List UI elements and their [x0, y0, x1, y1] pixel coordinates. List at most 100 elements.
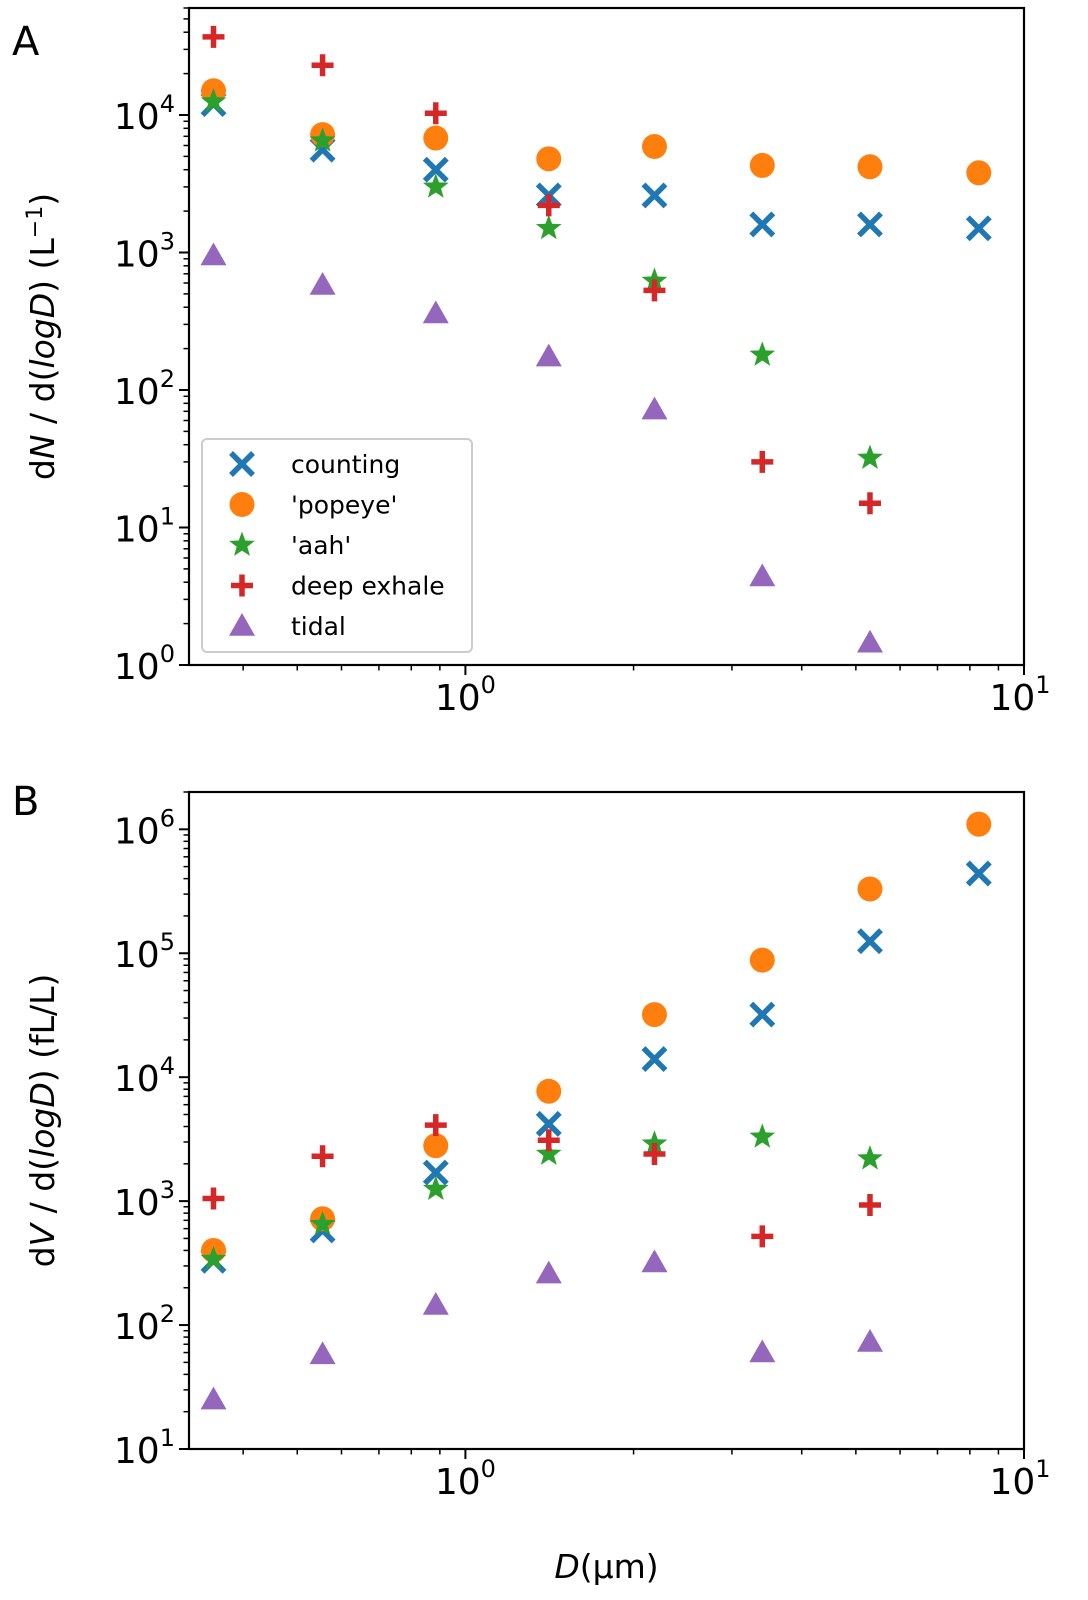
series-tidal — [200, 242, 883, 653]
data-point — [857, 211, 883, 238]
data-point — [424, 102, 447, 125]
data-point — [641, 396, 668, 420]
y-axis-label: dN / d(logD) (L−1) — [23, 193, 62, 480]
data-point — [749, 947, 775, 973]
legend-label: tidal — [291, 612, 346, 641]
panel-label: A — [12, 19, 40, 65]
series-popeye — [200, 811, 992, 1263]
data-point — [966, 160, 992, 186]
data-point — [537, 194, 560, 217]
y-tick-label: 103 — [114, 1176, 175, 1224]
data-point — [202, 25, 225, 48]
x-ticks — [242, 665, 1025, 675]
data-point — [535, 214, 562, 240]
legend-marker — [229, 531, 255, 556]
data-point — [535, 1260, 562, 1284]
data-point — [200, 242, 227, 266]
data-point — [856, 629, 883, 653]
legend-label: counting — [291, 450, 400, 479]
data-point — [535, 343, 562, 367]
series-aah — [200, 88, 883, 469]
y-tick-label: 103 — [114, 227, 175, 275]
data-point — [424, 1114, 447, 1137]
series-tidal — [200, 1249, 883, 1410]
data-point — [423, 125, 449, 151]
y-tick-label: 100 — [114, 640, 175, 688]
data-point — [858, 1194, 881, 1217]
y-tick-label: 102 — [114, 1300, 175, 1348]
data-point — [535, 1140, 562, 1165]
data-point — [422, 156, 449, 183]
data-point — [200, 1245, 227, 1271]
y-tick-label: 104 — [114, 90, 175, 138]
plot-frame — [187, 6, 1026, 667]
data-point — [311, 1145, 334, 1168]
legend-frame — [201, 438, 473, 653]
y-ticks — [179, 791, 189, 1450]
data-point — [749, 341, 776, 366]
x-axis-label: D(μm) — [554, 1547, 658, 1586]
data-point — [749, 211, 776, 238]
y-tick-label: 105 — [114, 928, 175, 976]
x-tick-label: 100 — [435, 1455, 496, 1503]
data-point — [857, 1145, 883, 1170]
panel-a: 100 101 102 103 104 100 101 AdN / d(logD) (L−1)… — [12, 6, 1051, 719]
data-point — [965, 860, 992, 887]
series-popeye — [200, 78, 992, 186]
data-point — [749, 152, 775, 178]
data-point — [422, 173, 449, 198]
data-point — [857, 154, 883, 180]
legend-label: deep exhale — [291, 572, 445, 601]
data-point — [309, 272, 336, 295]
legend-marker — [229, 451, 255, 477]
data-point — [856, 1329, 883, 1352]
data-point — [965, 215, 992, 242]
data-point — [641, 1130, 668, 1155]
data-point — [422, 1292, 449, 1315]
series-deep-exhale — [202, 25, 881, 515]
data-point — [966, 811, 992, 837]
data-point — [643, 279, 666, 302]
data-point — [422, 1159, 449, 1186]
legend-marker — [229, 492, 255, 517]
data-point — [641, 134, 667, 160]
y-ticks — [179, 7, 189, 666]
x-tick-label: 100 — [435, 671, 496, 719]
data-point — [749, 563, 776, 587]
data-point — [641, 1002, 667, 1028]
plot-frame — [187, 790, 1026, 1451]
data-point — [641, 1249, 668, 1273]
legend: counting 'popeye' 'aah' deep exhale tidal — [201, 438, 473, 653]
data-point — [309, 127, 336, 152]
panel-b: 101 102 103 104 105 106 100 101 BdV / d(logD) (f… — [12, 779, 1051, 1586]
data-point — [423, 1133, 449, 1159]
data-point — [311, 54, 334, 77]
data-point — [200, 1386, 227, 1410]
data-point — [858, 492, 881, 515]
data-point — [202, 1187, 225, 1210]
y-tick-label: 101 — [114, 502, 175, 550]
data-point — [751, 450, 774, 473]
data-point — [751, 1225, 774, 1248]
series-deep-exhale — [202, 1114, 881, 1248]
data-point — [422, 1175, 449, 1201]
legend-marker — [229, 613, 255, 636]
data-point — [200, 88, 227, 113]
legend-label: 'aah' — [291, 531, 351, 560]
series-aah — [200, 1123, 883, 1271]
data-point — [536, 146, 562, 172]
y-tick-label: 104 — [114, 1052, 175, 1100]
data-point — [857, 928, 883, 955]
legend-marker — [231, 574, 253, 597]
data-point — [641, 1046, 668, 1073]
data-point — [643, 1143, 666, 1165]
data-point — [422, 300, 449, 324]
y-tick-label: 102 — [114, 365, 175, 413]
y-axis-label: dV / d(logD) (fL/L) — [23, 974, 62, 1268]
data-point — [309, 1210, 336, 1236]
y-tick-label: 101 — [114, 1424, 175, 1472]
data-point — [857, 876, 883, 902]
data-point — [309, 1341, 336, 1365]
data-point — [536, 1078, 562, 1104]
